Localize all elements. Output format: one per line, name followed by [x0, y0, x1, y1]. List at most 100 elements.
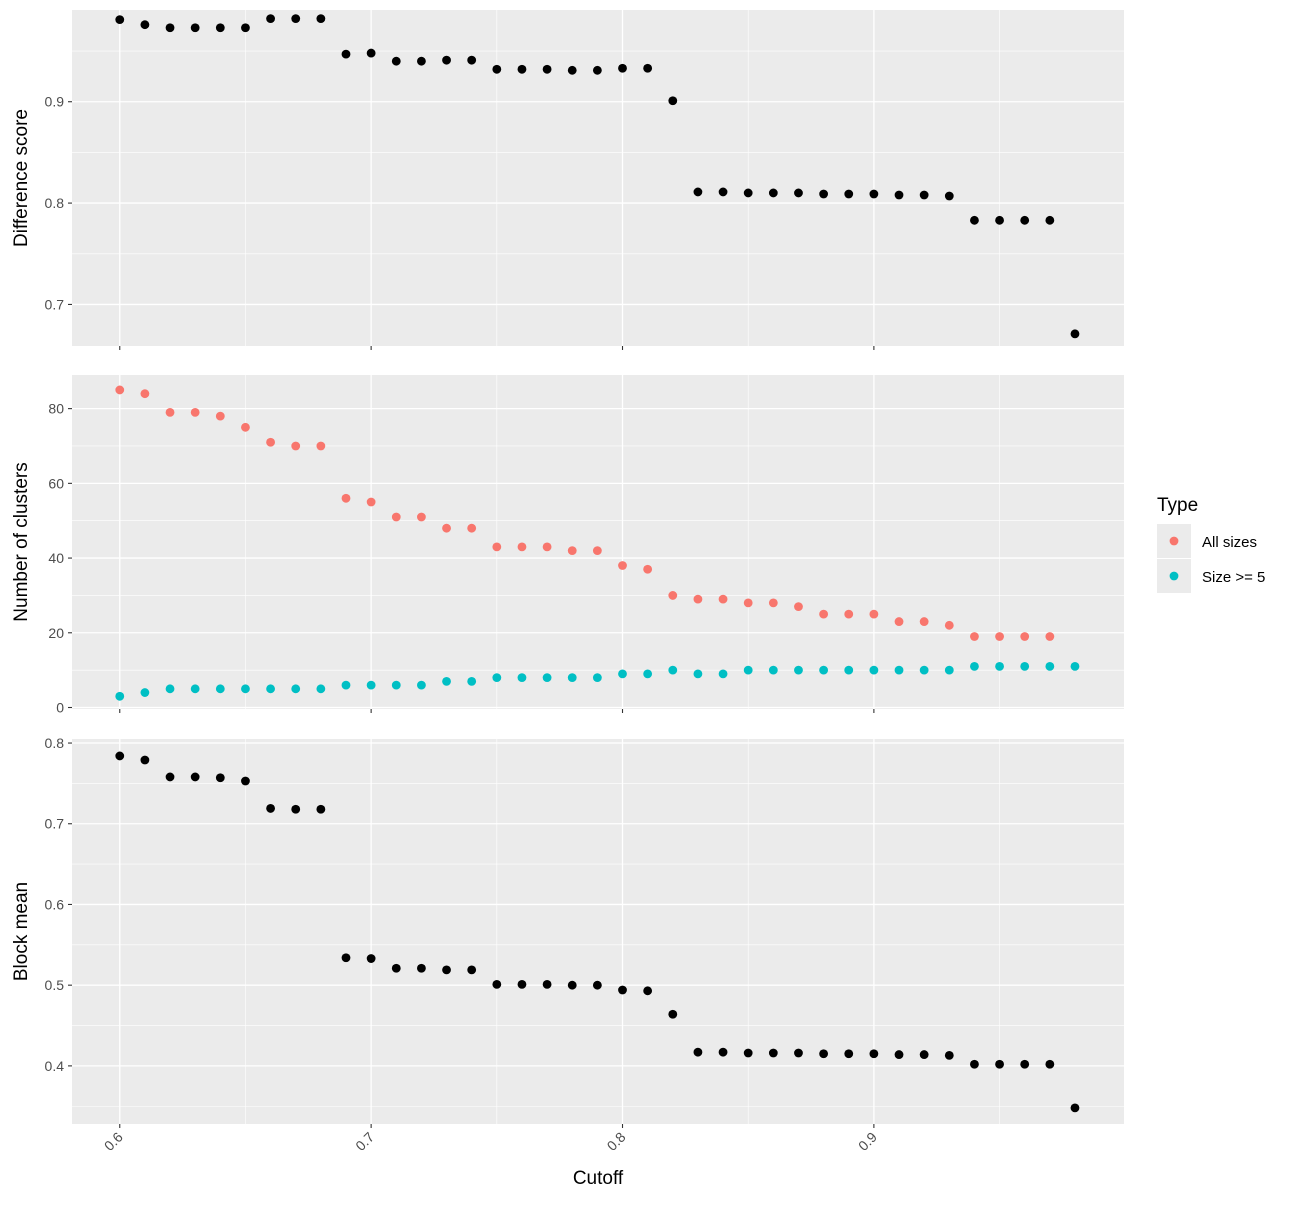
data-point — [266, 684, 275, 694]
series-1 — [115, 751, 1080, 1113]
data-point — [1070, 329, 1080, 339]
data-point — [190, 23, 200, 33]
data-point — [542, 64, 552, 74]
data-point — [140, 20, 150, 30]
data-point — [341, 953, 351, 963]
data-point — [1045, 632, 1055, 641]
data-point — [215, 684, 225, 694]
data-point — [693, 594, 703, 604]
data-point — [417, 963, 426, 973]
data-point — [291, 684, 301, 694]
data-point — [844, 609, 854, 619]
data-point — [768, 188, 778, 198]
y-tick-label: 0.5 — [45, 977, 65, 993]
panel-3: 0.4 0.5 0.6 0.7 0.8 0.6 0.7 0.8 0.9 Block mean Cut… — [11, 735, 1124, 1189]
data-point — [618, 63, 627, 73]
panel-2: 0 20 40 60 80 Number of clusters Type All sizes… — [11, 375, 1265, 716]
x-tick-label: 0.6 — [101, 1129, 126, 1154]
data-point — [944, 665, 954, 675]
data-point — [768, 1048, 778, 1058]
data-point — [391, 680, 401, 690]
data-point — [417, 512, 426, 522]
data-point — [266, 14, 275, 24]
data-point — [442, 55, 451, 65]
data-point — [794, 1048, 803, 1058]
data-point — [417, 56, 426, 66]
data-point — [970, 1059, 979, 1069]
x-tick-label: 0.9 — [855, 1129, 880, 1154]
series-1 — [115, 14, 1080, 339]
data-point — [391, 512, 401, 522]
data-point — [819, 189, 829, 199]
data-point — [442, 965, 451, 975]
data-point — [366, 954, 376, 963]
data-point — [618, 985, 627, 995]
data-point — [366, 48, 376, 58]
data-point — [291, 14, 301, 24]
y-tick-label: 20 — [48, 625, 64, 641]
legend-entry-label: Size >= 5 — [1202, 569, 1265, 586]
data-point — [668, 96, 678, 106]
data-point — [316, 14, 326, 24]
data-point — [165, 684, 175, 694]
data-point — [567, 673, 577, 683]
x-tick-label: 0.7 — [352, 1129, 377, 1154]
data-point — [944, 620, 954, 630]
legend-key-point — [1169, 571, 1179, 581]
data-point — [190, 407, 200, 417]
panel-background — [72, 375, 1124, 709]
data-point — [567, 546, 577, 555]
y-tick-label: 0.7 — [45, 816, 65, 832]
data-point — [970, 632, 979, 641]
data-point — [643, 669, 653, 679]
x-tick-label: 0.8 — [604, 1129, 629, 1154]
data-point — [718, 669, 728, 679]
data-point — [894, 190, 904, 200]
data-point — [995, 1059, 1004, 1069]
data-point — [794, 665, 803, 675]
data-point — [442, 676, 451, 686]
data-point — [743, 665, 753, 675]
data-point — [768, 598, 778, 608]
legend-key-point — [1169, 536, 1179, 546]
data-point — [542, 979, 552, 989]
y-tick-label: 40 — [48, 550, 64, 566]
data-point — [467, 55, 477, 65]
y-tick-label: 0.8 — [45, 735, 65, 751]
data-point — [467, 965, 477, 975]
data-point — [894, 617, 904, 626]
data-point — [215, 773, 225, 783]
data-point — [391, 963, 401, 973]
data-point — [668, 665, 678, 675]
data-point — [291, 804, 301, 814]
data-point — [341, 493, 351, 503]
data-point — [140, 389, 150, 399]
data-point — [919, 190, 929, 200]
data-point — [215, 23, 225, 33]
data-point — [743, 598, 753, 608]
data-point — [1045, 1059, 1055, 1069]
data-point — [718, 187, 728, 197]
x-axis-title: Cutoff — [573, 1168, 624, 1189]
data-point — [115, 691, 125, 701]
data-point — [819, 665, 829, 675]
data-point — [869, 189, 879, 199]
data-point — [693, 187, 703, 197]
y-tick-label: 80 — [48, 401, 64, 417]
data-point — [643, 564, 653, 574]
data-point — [894, 665, 904, 675]
data-point — [1070, 662, 1080, 671]
data-point — [140, 688, 150, 697]
legend-entry-label: All sizes — [1202, 534, 1257, 551]
y-tick-label: 0.7 — [45, 296, 65, 312]
data-point — [743, 1048, 753, 1058]
data-point — [794, 188, 803, 198]
y-axis-title: Block mean — [11, 882, 32, 981]
data-point — [919, 617, 929, 626]
data-point — [266, 804, 275, 813]
data-point — [492, 542, 502, 552]
data-point — [241, 422, 250, 432]
data-point — [542, 673, 552, 683]
data-point — [190, 772, 200, 782]
